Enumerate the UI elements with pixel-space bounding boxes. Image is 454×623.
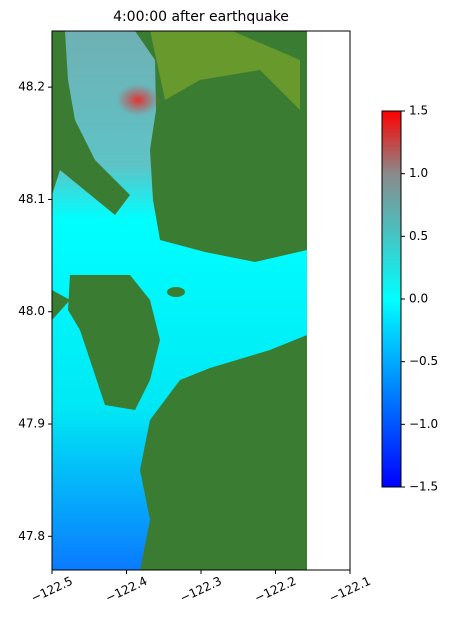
colorbar-tick-label: −1.0 (409, 417, 438, 431)
colorbar-tick-label: −0.5 (409, 354, 438, 368)
colorbar-tick-label: 1.5 (409, 104, 428, 118)
y-tick-label: 47.9 (18, 417, 45, 431)
no-data (307, 31, 350, 570)
colorbar-tick-label: −1.5 (409, 480, 438, 494)
x-tick-label: −122.5 (29, 574, 75, 605)
x-tick-label: −122.2 (252, 574, 298, 605)
water (52, 31, 307, 570)
map-field (52, 31, 307, 570)
y-tick-label: 48.0 (18, 304, 45, 318)
island (68, 275, 160, 410)
x-tick-label: −122.1 (327, 574, 373, 605)
colorbar (381, 110, 402, 488)
colorbar-tick-label: 0.5 (409, 229, 428, 243)
colorbar-tick-label: 0.0 (409, 292, 428, 306)
island (167, 287, 185, 297)
x-tick-label: −122.3 (178, 574, 224, 605)
colorbar-tick-label: 1.0 (409, 166, 428, 180)
y-tick-label: 48.2 (18, 80, 45, 94)
chart-title: 4:00:00 after earthquake (113, 9, 289, 25)
land (160, 345, 307, 570)
y-tick-label: 47.8 (18, 529, 45, 543)
y-tick-label: 48.1 (18, 192, 45, 206)
land (150, 31, 300, 110)
wave-peak (116, 84, 160, 116)
x-tick-label: −122.4 (103, 574, 149, 605)
